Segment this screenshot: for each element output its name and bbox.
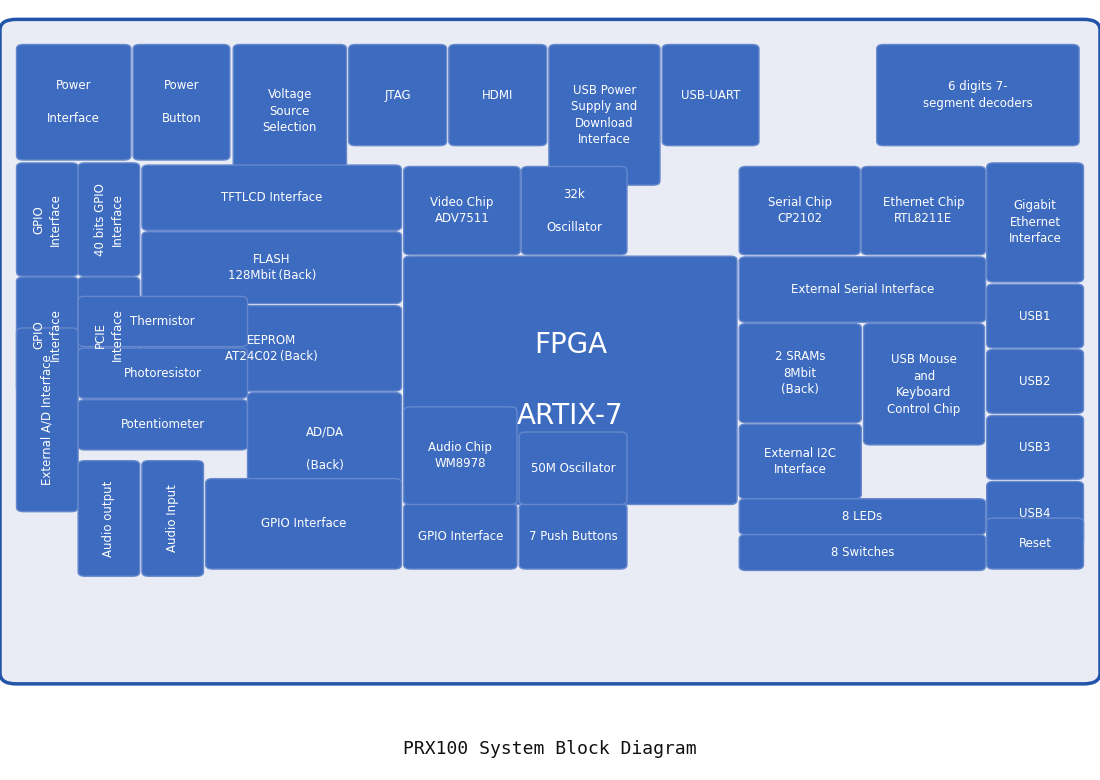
- Text: USB Mouse
and
Keyboard
Control Chip: USB Mouse and Keyboard Control Chip: [888, 353, 960, 416]
- FancyBboxPatch shape: [449, 44, 547, 146]
- Text: 8 LEDs: 8 LEDs: [843, 510, 882, 523]
- Text: FPGA

ARTIX-7: FPGA ARTIX-7: [517, 331, 624, 430]
- Text: 2 SRAMs
8Mbit
(Back): 2 SRAMs 8Mbit (Back): [776, 350, 825, 396]
- Text: 50M Oscillator: 50M Oscillator: [531, 462, 615, 475]
- FancyBboxPatch shape: [864, 324, 984, 445]
- FancyBboxPatch shape: [987, 163, 1084, 282]
- Text: USB1: USB1: [1020, 310, 1050, 323]
- FancyBboxPatch shape: [662, 44, 759, 146]
- FancyBboxPatch shape: [404, 256, 737, 505]
- Text: GPIO
Interface: GPIO Interface: [33, 308, 62, 361]
- FancyBboxPatch shape: [16, 163, 78, 276]
- FancyBboxPatch shape: [861, 166, 986, 255]
- Text: External Serial Interface: External Serial Interface: [791, 283, 934, 296]
- FancyBboxPatch shape: [78, 348, 248, 399]
- FancyBboxPatch shape: [349, 44, 447, 146]
- Text: 6 digits 7-
segment decoders: 6 digits 7- segment decoders: [923, 80, 1033, 110]
- Text: AD/DA

(Back): AD/DA (Back): [306, 426, 343, 471]
- FancyBboxPatch shape: [142, 461, 204, 576]
- Text: GPIO Interface: GPIO Interface: [418, 530, 503, 543]
- FancyBboxPatch shape: [739, 257, 986, 322]
- FancyBboxPatch shape: [404, 407, 517, 505]
- FancyBboxPatch shape: [519, 504, 627, 569]
- Text: Serial Chip
CP2102: Serial Chip CP2102: [768, 196, 832, 225]
- FancyBboxPatch shape: [987, 416, 1084, 480]
- Text: Potentiometer: Potentiometer: [121, 418, 205, 431]
- FancyBboxPatch shape: [142, 165, 402, 230]
- Text: USB4: USB4: [1020, 507, 1050, 520]
- FancyBboxPatch shape: [739, 324, 861, 423]
- FancyBboxPatch shape: [987, 284, 1084, 348]
- Text: GPIO
Interface: GPIO Interface: [33, 193, 62, 246]
- Text: JTAG: JTAG: [384, 89, 411, 101]
- FancyBboxPatch shape: [987, 349, 1084, 413]
- FancyBboxPatch shape: [78, 277, 140, 392]
- FancyBboxPatch shape: [739, 534, 986, 570]
- Text: Ethernet Chip
RTL8211E: Ethernet Chip RTL8211E: [882, 196, 965, 225]
- Text: External A/D Interface: External A/D Interface: [41, 354, 54, 485]
- FancyBboxPatch shape: [739, 424, 861, 498]
- FancyBboxPatch shape: [78, 296, 248, 346]
- FancyBboxPatch shape: [16, 44, 131, 160]
- Text: Power

Interface: Power Interface: [47, 80, 100, 126]
- FancyBboxPatch shape: [133, 44, 230, 160]
- Text: EEPROM
AT24C02 (Back): EEPROM AT24C02 (Back): [226, 334, 318, 363]
- Text: 7 Push Buttons: 7 Push Buttons: [529, 530, 617, 543]
- Text: USB3: USB3: [1020, 441, 1050, 454]
- Text: 40 bits GPIO
Interface: 40 bits GPIO Interface: [95, 183, 123, 256]
- Text: Gigabit
Ethernet
Interface: Gigabit Ethernet Interface: [1009, 200, 1062, 246]
- FancyBboxPatch shape: [739, 166, 860, 255]
- FancyBboxPatch shape: [16, 277, 78, 392]
- Text: USB Power
Supply and
Download
Interface: USB Power Supply and Download Interface: [571, 83, 638, 146]
- Text: Photoresistor: Photoresistor: [124, 367, 201, 380]
- Text: Video Chip
ADV7511: Video Chip ADV7511: [430, 196, 494, 225]
- Text: PCIE
Interface: PCIE Interface: [95, 308, 123, 361]
- Text: Voltage
Source
Selection: Voltage Source Selection: [263, 88, 317, 134]
- FancyBboxPatch shape: [404, 504, 517, 569]
- Text: External I2C
Interface: External I2C Interface: [764, 447, 836, 476]
- FancyBboxPatch shape: [521, 166, 627, 255]
- Text: Thermistor: Thermistor: [131, 315, 195, 328]
- Text: TFTLCD Interface: TFTLCD Interface: [221, 191, 322, 204]
- FancyBboxPatch shape: [206, 479, 402, 569]
- FancyBboxPatch shape: [519, 432, 627, 505]
- FancyBboxPatch shape: [739, 498, 986, 534]
- FancyBboxPatch shape: [549, 44, 660, 185]
- FancyBboxPatch shape: [987, 518, 1084, 569]
- Text: 32k

Oscillator: 32k Oscillator: [547, 188, 602, 234]
- Text: USB-UART: USB-UART: [681, 89, 740, 101]
- FancyBboxPatch shape: [248, 392, 402, 505]
- Text: Audio output: Audio output: [102, 480, 116, 557]
- FancyBboxPatch shape: [142, 232, 402, 303]
- Text: Reset: Reset: [1019, 537, 1052, 550]
- FancyBboxPatch shape: [877, 44, 1079, 146]
- FancyBboxPatch shape: [78, 163, 140, 276]
- Text: FLASH
128Mbit (Back): FLASH 128Mbit (Back): [228, 253, 316, 282]
- FancyBboxPatch shape: [233, 44, 346, 178]
- Text: Audio Chip
WM8978: Audio Chip WM8978: [428, 441, 493, 470]
- FancyBboxPatch shape: [404, 166, 520, 255]
- FancyBboxPatch shape: [78, 399, 248, 450]
- FancyBboxPatch shape: [78, 461, 140, 576]
- Text: PRX100 System Block Diagram: PRX100 System Block Diagram: [404, 739, 696, 758]
- FancyBboxPatch shape: [16, 328, 78, 512]
- Text: Audio Input: Audio Input: [166, 484, 179, 552]
- Text: HDMI: HDMI: [482, 89, 514, 101]
- FancyBboxPatch shape: [987, 481, 1084, 545]
- FancyBboxPatch shape: [142, 306, 402, 391]
- Text: GPIO Interface: GPIO Interface: [261, 517, 346, 530]
- Text: 8 Switches: 8 Switches: [830, 546, 894, 559]
- Text: Power

Button: Power Button: [162, 80, 201, 126]
- Text: USB2: USB2: [1020, 375, 1050, 388]
- FancyBboxPatch shape: [0, 20, 1100, 684]
